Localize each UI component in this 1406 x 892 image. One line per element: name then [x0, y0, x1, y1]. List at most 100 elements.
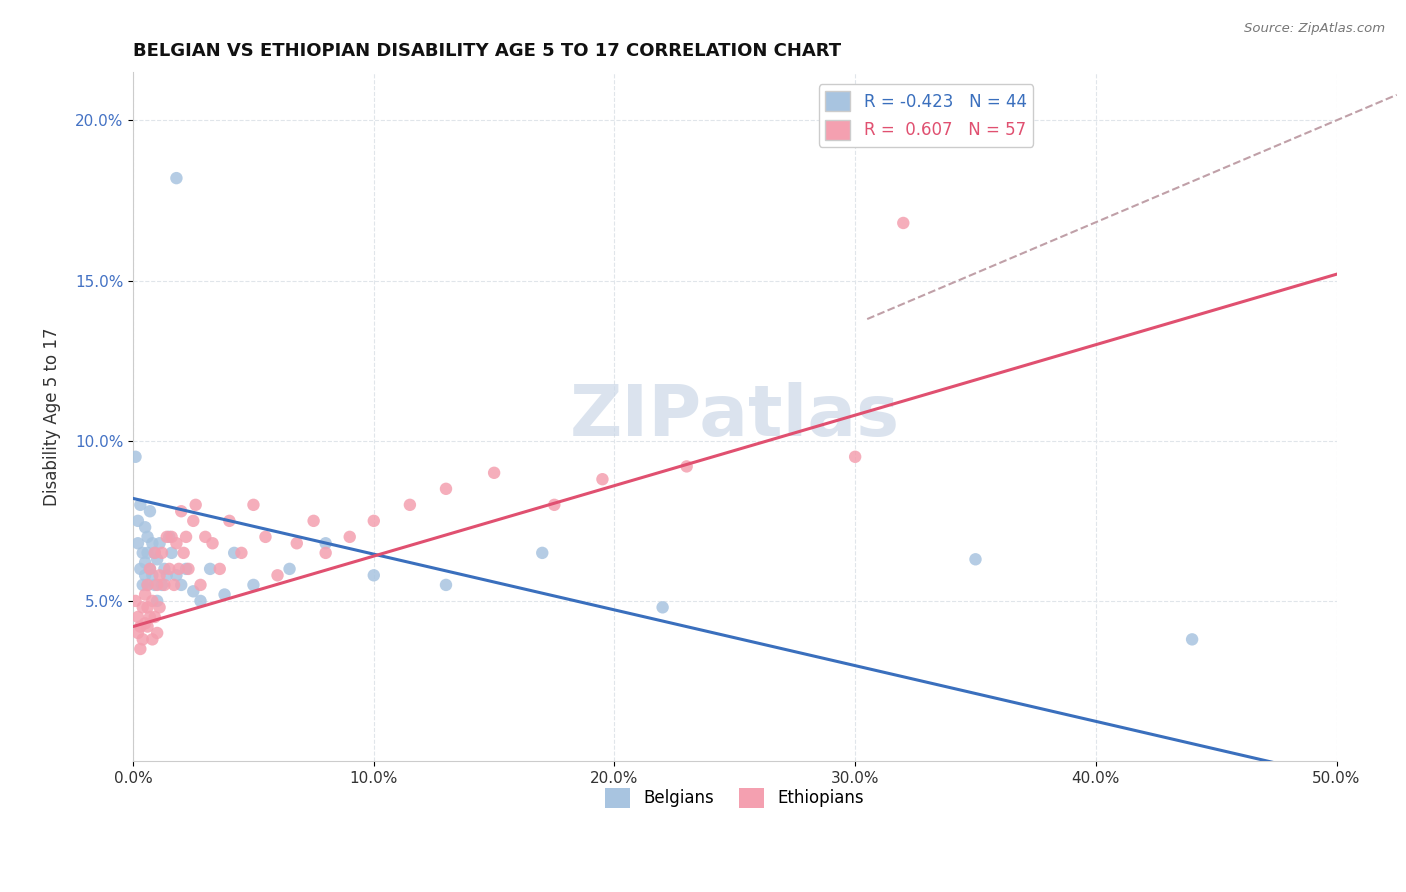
Point: [136, 546, 159, 560]
Point: [132, 546, 155, 560]
Point: [127, 610, 149, 624]
Point: [139, 562, 162, 576]
Point: [132, 578, 155, 592]
Point: [173, 546, 195, 560]
Point: [134, 568, 156, 582]
Point: [434, 482, 457, 496]
Point: [143, 546, 166, 560]
Text: BELGIAN VS ETHIOPIAN DISABILITY AGE 5 TO 17 CORRELATION CHART: BELGIAN VS ETHIOPIAN DISABILITY AGE 5 TO…: [134, 42, 841, 60]
Point: [136, 578, 159, 592]
Point: [278, 562, 301, 576]
Point: [150, 546, 173, 560]
Point: [143, 578, 166, 592]
Point: [844, 450, 866, 464]
Point: [141, 594, 163, 608]
Point: [139, 504, 162, 518]
Point: [149, 536, 172, 550]
Point: [891, 216, 914, 230]
Point: [1181, 632, 1204, 647]
Point: [141, 632, 163, 647]
Point: [153, 562, 176, 576]
Point: [146, 578, 169, 592]
Point: [363, 568, 385, 582]
Text: ZIPatlas: ZIPatlas: [569, 383, 900, 451]
Point: [129, 562, 152, 576]
Point: [163, 578, 186, 592]
Point: [139, 562, 162, 576]
Point: [129, 642, 152, 657]
Point: [149, 600, 172, 615]
Point: [242, 578, 264, 592]
Point: [136, 600, 159, 615]
Point: [165, 536, 187, 550]
Point: [201, 536, 224, 550]
Point: [146, 626, 169, 640]
Point: [174, 562, 197, 576]
Point: [160, 546, 183, 560]
Point: [136, 530, 159, 544]
Point: [132, 632, 155, 647]
Point: [218, 514, 240, 528]
Point: [482, 466, 505, 480]
Point: [134, 616, 156, 631]
Point: [194, 530, 217, 544]
Point: [181, 584, 204, 599]
Point: [156, 568, 179, 582]
Point: [157, 562, 180, 576]
Text: Source: ZipAtlas.com: Source: ZipAtlas.com: [1244, 22, 1385, 36]
Point: [141, 536, 163, 550]
Point: [224, 546, 246, 560]
Point: [285, 536, 308, 550]
Point: [170, 578, 193, 592]
Point: [134, 520, 156, 534]
Point: [165, 171, 187, 186]
Point: [339, 530, 361, 544]
Point: [434, 578, 457, 592]
Legend: Belgians, Ethiopians: Belgians, Ethiopians: [599, 781, 870, 814]
Point: [181, 514, 204, 528]
Point: [129, 498, 152, 512]
Point: [363, 514, 385, 528]
Point: [254, 530, 277, 544]
Point: [132, 600, 155, 615]
Point: [651, 600, 673, 615]
Point: [170, 504, 193, 518]
Point: [143, 546, 166, 560]
Point: [174, 530, 197, 544]
Point: [141, 568, 163, 582]
Point: [153, 578, 176, 592]
Point: [146, 552, 169, 566]
Point: [190, 578, 212, 592]
Point: [136, 578, 159, 592]
Point: [129, 619, 152, 633]
Point: [136, 619, 159, 633]
Point: [150, 578, 173, 592]
Point: [127, 514, 149, 528]
Point: [146, 594, 169, 608]
Point: [675, 459, 697, 474]
Point: [127, 626, 149, 640]
Point: [965, 552, 987, 566]
Point: [160, 530, 183, 544]
Point: [157, 530, 180, 544]
Y-axis label: Disability Age 5 to 17: Disability Age 5 to 17: [44, 327, 60, 506]
Point: [124, 450, 146, 464]
Point: [242, 498, 264, 512]
Point: [399, 498, 422, 512]
Point: [315, 546, 337, 560]
Point: [124, 594, 146, 608]
Point: [214, 588, 236, 602]
Point: [591, 472, 613, 486]
Point: [198, 562, 221, 576]
Point: [165, 568, 187, 582]
Point: [127, 536, 149, 550]
Point: [167, 562, 190, 576]
Point: [156, 530, 179, 544]
Point: [190, 594, 212, 608]
Point: [139, 610, 162, 624]
Point: [143, 610, 166, 624]
Point: [208, 562, 231, 576]
Point: [134, 588, 156, 602]
Point: [149, 568, 172, 582]
Point: [531, 546, 554, 560]
